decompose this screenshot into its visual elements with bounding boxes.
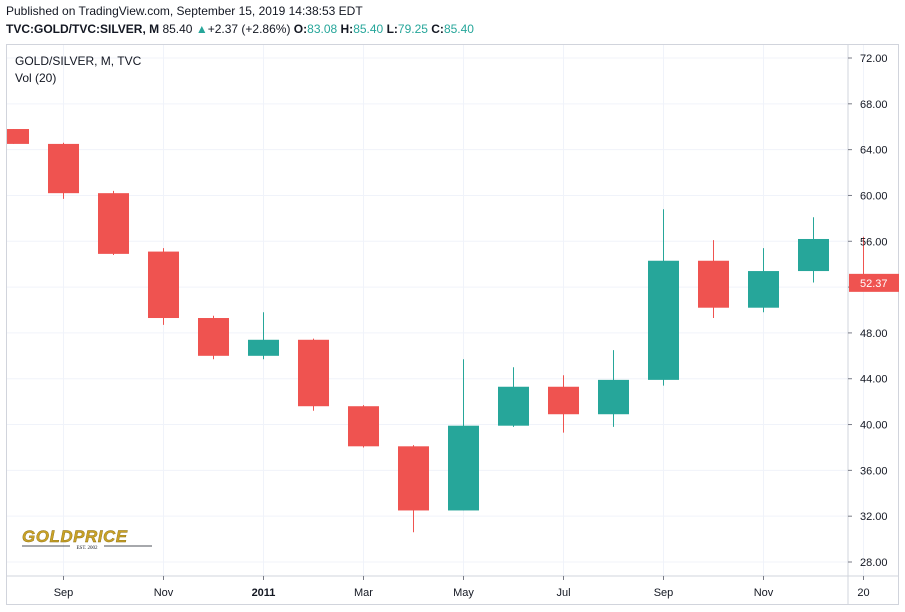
candle-body (298, 339, 329, 407)
candle-body (348, 406, 379, 447)
candle-body (448, 425, 479, 511)
candle-body (498, 386, 529, 426)
y-tick-label: 48.00 (860, 328, 888, 340)
x-tick-label: Jul (556, 587, 570, 599)
candle-body (398, 446, 429, 511)
legend-symbol: GOLD/SILVER, M, TVC (15, 54, 142, 68)
candle-body (598, 379, 629, 415)
goldprice-logo: GOLDPRICE EST. 2002 (22, 527, 157, 558)
chart-frame[interactable] (6, 44, 899, 605)
candle (748, 248, 779, 313)
y-tick-label: 28.00 (860, 557, 888, 569)
candle (248, 312, 279, 360)
x-tick-label: Nov (754, 587, 774, 599)
last-price: 85.40 (162, 22, 193, 36)
x-tick-label: Nov (154, 587, 174, 599)
low-value: 79.25 (397, 22, 428, 36)
candle (498, 367, 529, 427)
candle-body (698, 260, 729, 308)
legend-volume[interactable]: Vol (20) (15, 71, 57, 85)
svg-text:GOLDPRICE: GOLDPRICE (22, 527, 128, 546)
y-tick-label: 44.00 (860, 374, 888, 386)
y-tick-label: 56.00 (860, 236, 888, 248)
chart-header: Published on TradingView.com, September … (0, 0, 905, 42)
candle (298, 338, 329, 411)
y-tick-label: 32.00 (860, 511, 888, 523)
candle-body (548, 386, 579, 415)
candle (448, 359, 479, 511)
x-tick-label: 20 (857, 587, 869, 599)
high-value: 85.40 (353, 22, 384, 36)
candle (98, 190, 129, 256)
candle-body (248, 339, 279, 356)
candle (398, 445, 429, 533)
y-tick-label: 40.00 (860, 420, 888, 432)
candle (648, 209, 679, 386)
symbol-label: TVC:GOLD/TVC:SILVER, M (6, 22, 160, 36)
candle (598, 350, 629, 427)
last-price-badge (849, 273, 899, 292)
candle-body (748, 271, 779, 308)
high-label: H: (340, 22, 354, 36)
candle-body (798, 238, 829, 272)
candle (798, 217, 829, 283)
candle (148, 248, 179, 325)
goldprice-logo-mark: GOLDPRICE EST. 2002 (22, 527, 152, 551)
candle-body (148, 251, 179, 319)
low-label: L: (386, 22, 398, 36)
change-value: +2.37 (+2.86%) (207, 22, 291, 36)
y-tick-label: 60.00 (860, 190, 888, 202)
candle-body (7, 129, 29, 144)
y-tick-label: 72.00 (860, 53, 888, 65)
candle (348, 405, 379, 448)
open-label: O: (293, 22, 308, 36)
svg-text:EST. 2002: EST. 2002 (76, 546, 98, 551)
up-arrow-icon: ▲ (195, 22, 208, 36)
candle (198, 315, 229, 360)
candle (48, 142, 79, 199)
last-price-label: 52.37 (860, 278, 888, 290)
x-tick-label: 2011 (252, 587, 276, 599)
x-tick-label: Sep (54, 587, 74, 599)
candle-body (198, 318, 229, 356)
close-value: 85.40 (443, 22, 474, 36)
x-tick-label: May (453, 587, 474, 599)
candle (7, 129, 29, 144)
x-tick-label: Mar (354, 587, 373, 599)
y-tick-label: 36.00 (860, 465, 888, 477)
quote-line: TVC:GOLD/TVC:SILVER, M 85.40 ▲+2.37 (+2.… (6, 22, 474, 36)
y-tick-label: 68.00 (860, 99, 888, 111)
candle-body (648, 260, 679, 380)
y-tick-label: 64.00 (860, 145, 888, 157)
x-tick-label: Sep (654, 587, 674, 599)
published-line: Published on TradingView.com, September … (6, 4, 363, 18)
candle (548, 375, 579, 433)
open-value: 83.08 (307, 22, 338, 36)
candle (698, 240, 729, 319)
candle-body (48, 143, 79, 194)
candle-body (98, 193, 129, 254)
close-label: C: (431, 22, 444, 36)
